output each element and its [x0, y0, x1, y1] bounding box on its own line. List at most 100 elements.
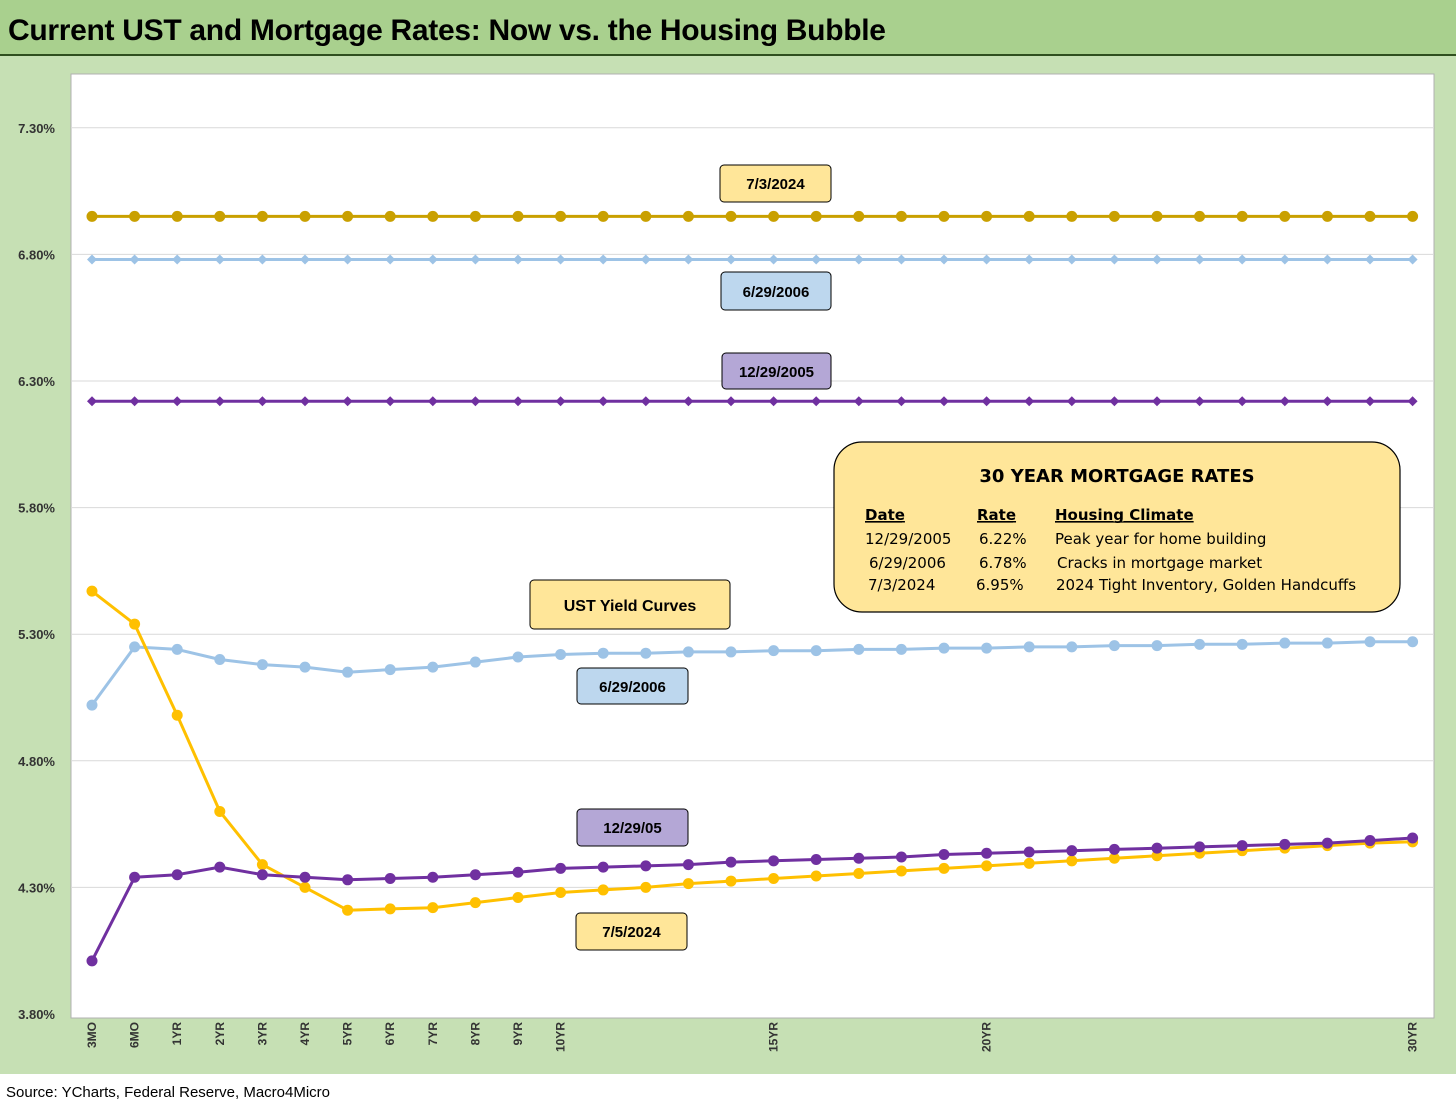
data-point — [1066, 845, 1078, 857]
data-point — [555, 862, 567, 874]
data-point — [555, 210, 567, 222]
data-point — [171, 709, 183, 721]
data-point — [725, 646, 737, 658]
data-point — [1279, 210, 1291, 222]
data-point — [597, 210, 609, 222]
data-point — [87, 396, 97, 407]
mortgage-box-row-climate: Cracks in mortgage market — [1057, 554, 1262, 572]
data-point — [853, 210, 865, 222]
data-point — [171, 210, 183, 222]
data-point — [811, 396, 822, 407]
data-point — [853, 396, 864, 407]
data-point — [938, 642, 950, 654]
data-point — [938, 848, 950, 860]
data-point — [86, 585, 98, 597]
label-2024-mortgage-text: 7/3/2024 — [746, 176, 805, 193]
data-point — [86, 210, 98, 222]
label-2006-mortgage-text: 6/29/2006 — [743, 284, 810, 301]
source-note: Source: YCharts, Federal Reserve, Macro4… — [6, 1084, 331, 1101]
data-point — [555, 396, 566, 407]
label-2005-mortgage: 12/29/2005 — [721, 352, 832, 390]
x-tick-label: 4YR — [298, 1022, 312, 1046]
data-point — [896, 396, 907, 407]
data-point — [810, 870, 822, 882]
y-tick-label: 4.30% — [18, 880, 55, 895]
mortgage-box-header-date: Date — [865, 506, 905, 524]
data-point — [512, 892, 524, 904]
data-point — [214, 654, 226, 666]
data-point — [384, 903, 396, 915]
data-point — [1279, 637, 1291, 649]
x-tick-label: 6MO — [128, 1022, 142, 1048]
data-point — [1236, 638, 1248, 650]
y-tick-label: 5.30% — [18, 627, 55, 642]
data-point — [1237, 396, 1248, 407]
chart-area: 3.80% 4.30% 4.80% 5.30% 5.80% 6.30% 6.80% 7.30%… — [0, 56, 1456, 1074]
y-tick-label: 7.30% — [18, 121, 55, 136]
data-point — [768, 855, 780, 867]
data-point — [1108, 210, 1120, 222]
data-point — [1023, 857, 1035, 869]
label-ust-text: UST Yield Curves — [564, 598, 697, 615]
x-tick-label: 3YR — [255, 1022, 269, 1046]
data-point — [1151, 210, 1163, 222]
data-point — [640, 881, 652, 893]
data-point — [129, 618, 141, 630]
data-point — [981, 860, 993, 872]
data-point — [469, 210, 481, 222]
mortgage-box-row-date: 6/29/2006 — [869, 554, 946, 572]
data-point — [1236, 840, 1248, 852]
y-axis-ticks: 3.80% 4.30% 4.80% 5.30% 5.80% 6.30% 6.80% 7.30% — [18, 121, 55, 1022]
data-point — [640, 647, 652, 659]
data-point — [214, 805, 226, 817]
mortgage-box-header-climate: Housing Climate — [1055, 506, 1194, 524]
data-point — [129, 871, 141, 883]
data-point — [1066, 855, 1078, 867]
data-point — [597, 861, 609, 873]
series-line — [90, 640, 1413, 706]
x-tick-label: 2YR — [213, 1022, 227, 1046]
x-tick-label: 10YR — [554, 1022, 568, 1052]
data-point — [1321, 210, 1333, 222]
data-point — [810, 210, 822, 222]
series-3 — [86, 636, 1419, 711]
data-point — [469, 869, 481, 881]
data-point — [299, 210, 311, 222]
data-point — [939, 396, 949, 407]
data-point — [129, 396, 140, 407]
data-point — [172, 396, 183, 407]
data-point — [470, 396, 481, 407]
x-tick-label: 30YR — [1406, 1022, 1420, 1052]
data-point — [853, 867, 865, 879]
data-point — [895, 643, 907, 655]
data-point — [1066, 210, 1078, 222]
data-point — [1152, 396, 1162, 407]
data-point — [1108, 843, 1120, 855]
data-point — [427, 661, 439, 673]
data-point — [768, 645, 780, 657]
title-bar: Current UST and Mortgage Rates: Now vs. … — [0, 0, 1456, 56]
data-point — [1194, 210, 1206, 222]
data-point — [981, 847, 993, 859]
data-point — [469, 656, 481, 668]
data-point — [1407, 832, 1419, 844]
data-point — [1024, 396, 1035, 407]
data-point — [427, 210, 439, 222]
data-point — [1108, 852, 1120, 864]
data-point — [256, 859, 268, 871]
data-point — [810, 854, 822, 866]
label-2024-mortgage: 7/3/2024 — [719, 164, 832, 203]
data-point — [342, 666, 354, 678]
y-tick-label: 6.80% — [18, 247, 55, 262]
series-line — [90, 836, 1413, 962]
data-point — [469, 897, 481, 909]
data-point — [342, 396, 353, 407]
mortgage-rates-box: 30 YEAR MORTGAGE RATES Date Rate Housing… — [833, 441, 1401, 613]
mortgage-box-title: 30 YEAR MORTGAGE RATES — [979, 466, 1254, 487]
data-point — [1109, 396, 1120, 407]
data-point — [1364, 835, 1376, 847]
data-point — [981, 210, 993, 222]
data-point — [256, 869, 268, 881]
data-point — [214, 861, 226, 873]
data-point — [981, 396, 992, 407]
